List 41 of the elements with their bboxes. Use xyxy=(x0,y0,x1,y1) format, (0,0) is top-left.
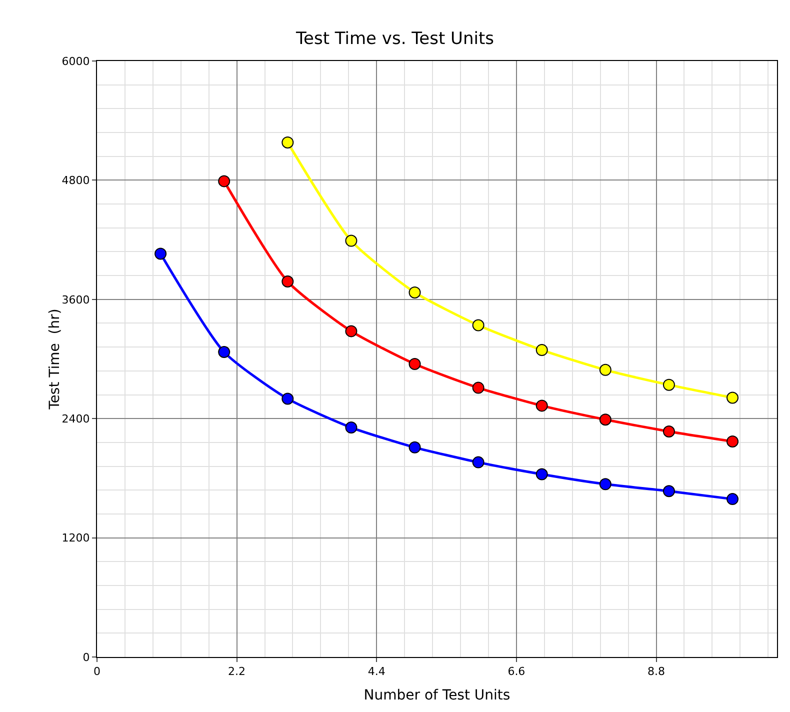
point xyxy=(472,456,484,468)
point xyxy=(726,392,739,404)
point xyxy=(345,422,358,434)
y-axis-title: Test Time (hr) xyxy=(47,308,63,410)
point xyxy=(599,414,612,426)
point xyxy=(662,485,675,498)
x-tick-label: 8.8 xyxy=(648,665,665,678)
point xyxy=(408,441,421,454)
point xyxy=(536,400,548,412)
y-tick-label: 2400 xyxy=(62,412,90,426)
point xyxy=(218,175,230,188)
y-tick-label: 1200 xyxy=(62,532,90,545)
point xyxy=(726,493,739,506)
x-tick-label: 6.6 xyxy=(508,665,526,678)
point xyxy=(662,426,675,438)
point xyxy=(472,382,484,394)
point xyxy=(536,468,548,480)
y-tick-label: 3600 xyxy=(62,293,90,306)
point xyxy=(599,364,612,376)
point xyxy=(472,319,484,332)
point xyxy=(599,478,612,490)
point xyxy=(282,276,294,288)
x-tick-label: 2.2 xyxy=(228,665,246,678)
point xyxy=(345,325,358,338)
x-axis-title: Number of Test Units xyxy=(364,688,510,704)
point xyxy=(408,286,421,298)
y-tick-label: 4800 xyxy=(62,174,90,188)
x-tick-label: 0 xyxy=(94,665,100,678)
point xyxy=(282,136,294,148)
point xyxy=(345,234,358,247)
y-tick-label: 0 xyxy=(82,650,90,664)
point xyxy=(536,344,548,356)
point xyxy=(662,378,675,391)
x-tick-label: 4.4 xyxy=(368,665,386,678)
point xyxy=(154,248,167,260)
point xyxy=(218,346,230,358)
y-tick-label: 6000 xyxy=(62,54,90,68)
point xyxy=(282,392,294,405)
point xyxy=(408,358,421,370)
point xyxy=(726,435,739,448)
chart-title: Test Time vs. Test Units xyxy=(295,28,494,49)
